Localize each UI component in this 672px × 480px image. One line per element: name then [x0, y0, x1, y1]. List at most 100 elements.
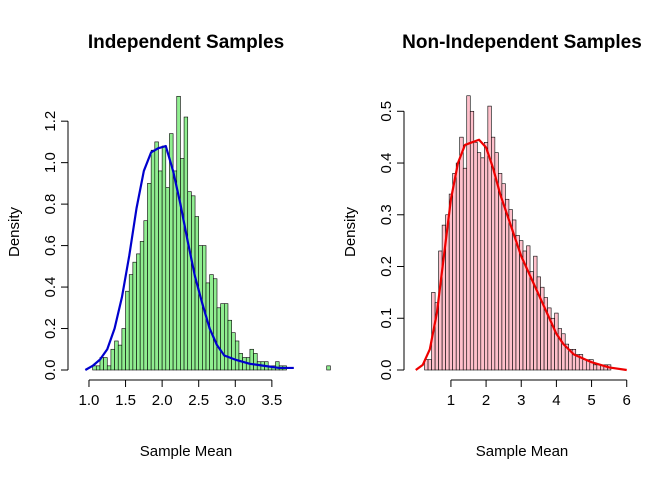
histogram-bar: [117, 344, 123, 371]
histogram-bars: [92, 95, 331, 371]
histogram-bar: [154, 141, 159, 371]
histogram-bar: [554, 312, 559, 371]
histogram-bar: [448, 193, 453, 371]
histogram-bar: [158, 170, 163, 371]
x-tick-label: 2.0: [152, 392, 173, 409]
histogram-bar: [234, 340, 240, 371]
histogram-bar: [198, 245, 203, 371]
x-axis: 1.0 1.5 2.0 2.5 3.0 3.5: [79, 379, 282, 409]
histogram-bar: [128, 274, 134, 371]
histogram-bar: [508, 209, 513, 371]
histogram-bar: [227, 319, 232, 371]
histogram-bar: [176, 95, 181, 371]
histogram-bar: [498, 173, 503, 371]
x-tick-label: 3.0: [225, 392, 246, 409]
x-tick-label: 4: [552, 392, 560, 409]
histogram-bar: [121, 328, 126, 371]
chart-title: Independent Samples: [88, 32, 284, 53]
y-axis-label: Density: [342, 206, 359, 257]
histogram-bar: [143, 220, 148, 371]
y-tick-label: 0.6: [42, 235, 59, 256]
histogram-bars: [424, 95, 612, 371]
x-tick-label: 3: [517, 392, 525, 409]
y-tick-label: 0.1: [378, 308, 395, 329]
x-tick-label: 2: [482, 392, 490, 409]
histogram-bar: [125, 290, 130, 371]
y-tick-label: 0.5: [378, 101, 395, 122]
histogram-bar: [110, 348, 115, 371]
histogram-bar: [487, 105, 492, 371]
x-tick-label: 1.0: [79, 392, 100, 409]
histogram-bar: [220, 303, 225, 371]
y-tick-label: 0.8: [42, 194, 59, 215]
y-axis-label: Density: [6, 206, 23, 257]
histogram-bar: [515, 235, 520, 371]
y-tick-label: 0.0: [378, 360, 395, 381]
histogram-bar: [242, 357, 247, 371]
independent-samples-panel: Independent Samples Sample Mean Density …: [6, 32, 331, 460]
y-tick-label: 0.3: [378, 204, 395, 225]
histogram-bar: [95, 365, 101, 371]
x-tick-label: 5: [587, 392, 595, 409]
y-tick-label: 0.0: [42, 360, 59, 381]
histogram-bar: [452, 173, 457, 371]
histogram-bar: [136, 253, 141, 371]
histogram-bar: [106, 365, 112, 371]
histogram-bar: [165, 187, 170, 371]
histogram-bar: [147, 183, 152, 371]
histogram-bar: [593, 364, 598, 371]
histogram-bar: [180, 158, 185, 371]
y-tick-label: 1.2: [42, 111, 59, 132]
y-axis: 0.0 0.1 0.2 0.3 0.4 0.5: [378, 101, 405, 381]
histogram-bar: [427, 359, 432, 371]
histogram-bar: [139, 241, 145, 371]
x-axis-label: Sample Mean: [476, 443, 569, 460]
y-tick-label: 0.4: [378, 153, 395, 174]
histogram-bar: [132, 261, 137, 371]
chart-title: Non-Independent Samples: [402, 32, 642, 53]
histogram-bar: [191, 195, 196, 371]
x-tick-label: 2.5: [188, 392, 209, 409]
y-tick-label: 0.2: [42, 318, 59, 339]
histogram-bar: [249, 348, 254, 371]
density-curve: [415, 138, 627, 372]
histogram-bar: [469, 110, 475, 371]
histogram-bar: [455, 162, 461, 371]
y-tick-label: 0.4: [42, 277, 59, 298]
density-curve-layer: [84, 144, 294, 371]
histogram-bar: [476, 152, 482, 371]
x-tick-label: 3.5: [261, 392, 282, 409]
histogram-bar: [103, 357, 108, 371]
histogram-bar: [161, 145, 167, 371]
histogram-bar: [480, 157, 485, 371]
histogram-bar: [462, 167, 468, 371]
histogram-bar: [150, 149, 156, 371]
histogram-bar: [172, 170, 178, 371]
density-curve-layer: [415, 138, 627, 372]
histogram-bar: [582, 359, 587, 371]
histogram-bar: [213, 278, 218, 371]
histogram-bar: [216, 307, 221, 371]
histogram-bar: [466, 95, 471, 371]
histogram-bar: [501, 183, 506, 371]
histogram-bar: [209, 274, 214, 371]
histogram-bar: [459, 136, 464, 371]
histogram-bar: [561, 333, 566, 371]
x-tick-label: 1: [447, 392, 455, 409]
histogram-bar: [557, 328, 562, 371]
x-axis-label: Sample Mean: [140, 443, 233, 460]
histogram-bar: [533, 255, 538, 371]
y-tick-label: 0.2: [378, 256, 395, 277]
histogram-bar: [194, 216, 200, 371]
x-axis: 1 2 3 4 5 6: [447, 379, 631, 409]
density-curve: [84, 144, 294, 371]
y-axis: 0.0 0.2 0.4 0.6 0.8 1.0 1.2: [42, 111, 69, 381]
histogram-bar: [187, 191, 192, 371]
y-tick-label: 1.0: [42, 152, 59, 173]
histogram-bar: [505, 198, 510, 371]
histogram-bar: [224, 303, 229, 371]
non-independent-samples-panel: Non-Independent Samples Sample Mean Dens…: [342, 32, 642, 460]
histogram-bar: [529, 271, 534, 371]
histogram-bar: [326, 365, 331, 371]
